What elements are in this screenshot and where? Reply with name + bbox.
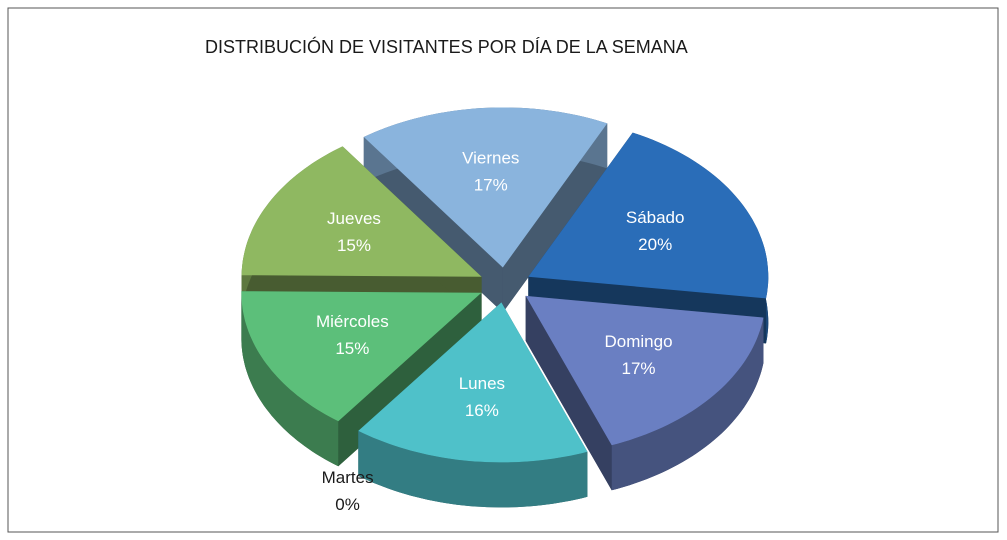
slice-value-label: 16% xyxy=(465,401,499,420)
slice-value-label: 0% xyxy=(335,495,360,514)
slice-label: Lunes xyxy=(459,374,505,393)
slice-label: Domingo xyxy=(605,332,673,351)
chart-title: DISTRIBUCIÓN DE VISITANTES POR DÍA DE LA… xyxy=(205,36,688,57)
slice xyxy=(525,295,764,491)
slice-wall xyxy=(241,291,339,467)
slice-value-label: 20% xyxy=(638,235,672,254)
slice-top xyxy=(358,302,588,463)
slice-wall xyxy=(358,430,588,508)
slice-label: Sábado xyxy=(626,208,685,227)
slice-label: Miércoles xyxy=(316,312,389,331)
slice-value-label: 15% xyxy=(337,236,371,255)
slice-top xyxy=(528,132,769,299)
slice-top xyxy=(525,295,764,446)
slice-side xyxy=(525,295,612,491)
slice-wall xyxy=(611,317,764,491)
slice-label: Martes xyxy=(322,468,374,487)
slice xyxy=(358,302,588,508)
slice-value-label: 15% xyxy=(335,339,369,358)
slice-side xyxy=(502,123,608,313)
slice-value-label: 17% xyxy=(474,175,508,194)
slice-top xyxy=(241,291,482,422)
slice-top xyxy=(363,107,608,268)
slice-label: Viernes xyxy=(462,148,519,167)
slice-top xyxy=(241,146,482,277)
slice-value-label: 17% xyxy=(622,359,656,378)
slice-label: Jueves xyxy=(327,209,381,228)
